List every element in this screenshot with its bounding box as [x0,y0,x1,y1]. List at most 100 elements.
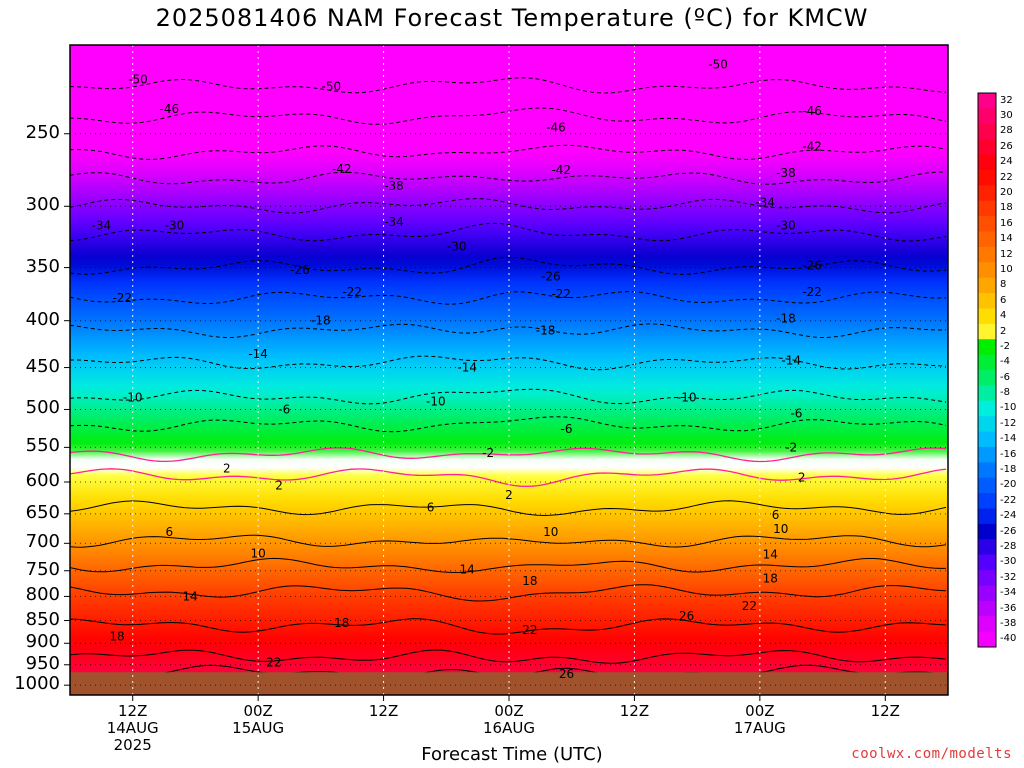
y-tick-label: 250 [25,121,60,143]
colorbar-label: 28 [1000,125,1013,137]
x-tick-year: 2025 [113,736,152,754]
contour--30 [70,222,947,242]
contour-label: 2 [505,488,513,502]
contour-label: -10 [677,390,697,404]
contour--34 [70,198,947,214]
x-tick-time: 00Z [745,702,775,720]
contour-label: -46 [802,104,822,118]
colorbar-swatch [978,262,996,279]
contour-label: -18 [311,314,331,328]
contour-label-layer: -50-50-50-46-46-46-42 -42-42-38-38-34 -34-… [92,57,822,680]
x-tick-label: 12Z [589,703,679,720]
contour-label: -30 [776,219,796,233]
x-axis-label: Forecast Time (UTC) [421,744,603,765]
colorbar-label: 32 [1000,94,1013,106]
contour-label: -50 [708,57,728,71]
contour-label: 6 [165,525,173,539]
colorbar-label: -4 [1000,356,1010,368]
colorbar-label: 20 [1000,187,1013,199]
colorbar-swatch [978,508,996,525]
contour-label: -10 [123,390,143,404]
contour-6 [70,500,947,517]
colorbar-swatch [978,539,996,556]
contour-label: -34 [755,195,775,209]
colorbar-label: -26 [1000,525,1017,537]
contour-2 [70,468,947,488]
colorbar-swatch [978,477,996,494]
contour-22 [70,618,947,635]
contour-label: 14 [460,563,475,577]
colorbar-swatch [978,231,996,248]
contour-26 [70,649,947,664]
contour-label: -26 [541,270,561,284]
colorbar-label: 30 [1000,110,1013,122]
colorbar-label: -2 [1000,340,1010,352]
y-tick-label: 400 [25,308,60,330]
contour-label: -30 [165,219,185,233]
x-tick-label: 00Z 17AUG [715,703,805,737]
contour-label: -46 [546,120,566,134]
colorbar-swatch [978,600,996,617]
contour-label: -2 [482,446,494,460]
contour--42 [70,144,947,160]
colorbar-label: 18 [1000,202,1013,214]
colorbar-label: -24 [1000,510,1017,522]
contour--50 [70,77,947,94]
y-tick-label: 700 [25,531,60,553]
x-tick-time: 12Z [870,702,900,720]
contour-label: -2 [785,440,797,454]
y-tick-label: 600 [25,469,60,491]
x-tick-time: 00Z [243,702,273,720]
colorbar-swatch [978,108,996,125]
colorbar-swatch [978,616,996,633]
colorbar-swatch [978,323,996,340]
colorbar-swatch [978,339,996,356]
contour-label: -26 [290,263,310,277]
x-tick-label: 00Z 15AUG [213,703,303,737]
colorbar-label: 12 [1000,248,1013,260]
colorbar-swatch [978,308,996,325]
contour--22 [70,291,947,305]
contour-label: -6 [278,402,290,416]
contour-label: -46 [159,102,179,116]
contour-label: 10 [773,522,788,536]
y-tick-label: 750 [25,558,60,580]
colorbar-swatch [978,154,996,171]
contour-label: -14 [781,353,801,367]
colorbar-label: -14 [1000,433,1017,445]
colorbar-label: 2 [1000,325,1007,337]
colorbar-swatch [978,416,996,433]
x-tick-date: 14AUG [106,719,159,737]
contour-14 [70,557,946,574]
contour-label: 2 [223,462,231,476]
y-tick-label: 300 [25,194,60,216]
colorbar-swatch [978,400,996,417]
colorbar-swatch [978,431,996,448]
contour-label: 18 [334,616,349,630]
contour-label: -42 [802,139,822,153]
y-tick-label: 800 [25,584,60,606]
ground-fill [70,672,948,695]
contour-label: 2 [275,478,283,492]
contour-label: 6 [427,501,435,515]
contour-label: -38 [776,166,796,180]
chart-title: 2025081406 NAM Forecast Temperature (ºC)… [155,4,869,32]
contour-label: 18 [763,572,778,586]
source-watermark: coolwx.com/modelts [851,746,1012,762]
colorbar-label: -12 [1000,417,1017,429]
contour-label: 2 [798,470,806,484]
x-tick-date: 17AUG [733,719,786,737]
colorbar-label: -22 [1000,494,1017,506]
colorbar-swatch [978,169,996,186]
x-tick-date: 16AUG [483,719,535,737]
x-tick-time: 12Z [368,702,399,720]
colorbar-swatch [978,385,996,402]
colorbar-swatch [978,216,996,232]
y-tick-label: 350 [25,255,60,277]
contour-label: -22 [112,291,132,305]
contour-18 [70,584,947,602]
x-tick-date: 15AUG [232,719,285,737]
colorbar-swatch [978,354,996,371]
contour-label: -14 [248,347,268,361]
